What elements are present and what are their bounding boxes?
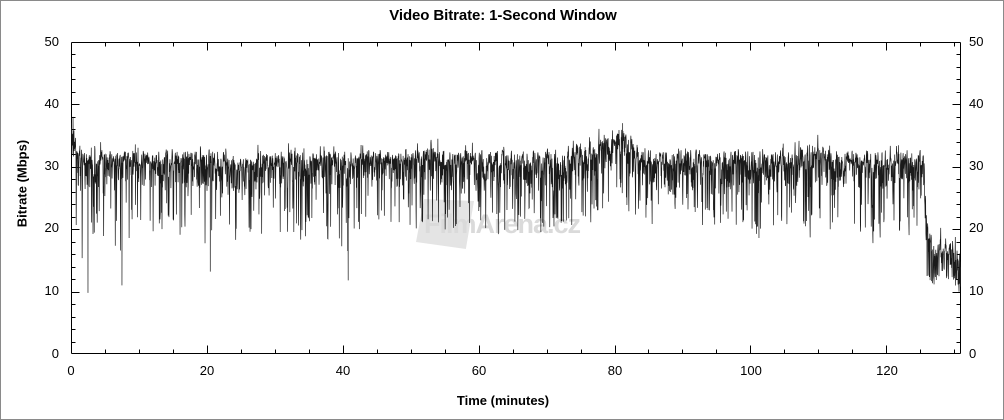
y-tick-label-40: 40 (44, 96, 59, 111)
x-tick-label-40: 40 (335, 363, 351, 378)
x-tick-label-120: 120 (876, 363, 898, 378)
x-tick-label-80: 80 (607, 363, 623, 378)
y-tick-label-right-40: 40 (969, 96, 984, 111)
y-tick-label-right-10: 10 (969, 283, 984, 298)
plot-area (71, 42, 961, 354)
y-tick-label-right-0: 0 (969, 346, 977, 361)
y-tick-label-right-20: 20 (969, 220, 984, 235)
y-tick-label-right-50: 50 (969, 34, 984, 49)
y-axis-title: Bitrate (Mbps) (14, 139, 30, 228)
bitrate-line-chart (71, 42, 961, 354)
y-tick-label-20: 20 (44, 220, 59, 235)
y-tick-label-10: 10 (44, 283, 59, 298)
x-tick-label-60: 60 (471, 363, 487, 378)
y-tick-label-right-30: 30 (969, 158, 984, 173)
y-tick-label-30: 30 (44, 158, 59, 173)
axis-frame (71, 42, 961, 354)
x-axis-title: Time (minutes) (456, 393, 550, 408)
page-title: Video Bitrate: 1-Second Window (389, 7, 617, 24)
x-tick-label-20: 20 (199, 363, 215, 378)
x-tick-label-0: 0 (67, 363, 75, 378)
series-line-video-bitrate (71, 116, 961, 293)
y-tick-label-50: 50 (44, 34, 59, 49)
x-tick-label-100: 100 (740, 363, 762, 378)
axis-ticks (71, 42, 961, 354)
y-tick-label-0: 0 (51, 346, 59, 361)
